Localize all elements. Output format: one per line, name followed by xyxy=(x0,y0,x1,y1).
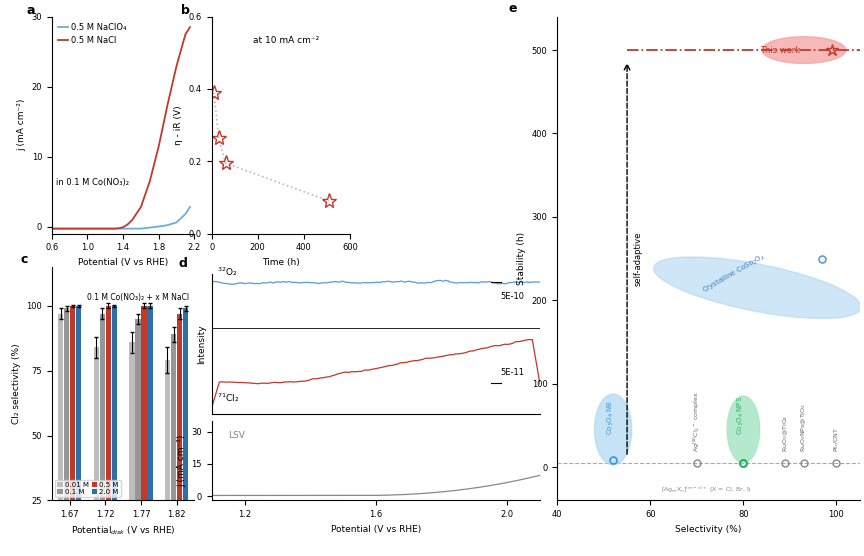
Bar xyxy=(64,309,69,556)
Y-axis label: Stability (h): Stability (h) xyxy=(518,232,526,285)
Text: b: b xyxy=(181,4,190,17)
Bar xyxy=(171,334,176,556)
Text: a: a xyxy=(26,4,35,17)
Ellipse shape xyxy=(762,37,846,63)
Y-axis label: j (mA cm⁻²): j (mA cm⁻²) xyxy=(177,435,186,487)
Bar xyxy=(130,342,135,556)
Text: c: c xyxy=(21,253,28,266)
Bar xyxy=(70,306,75,556)
Bar xyxy=(76,306,81,556)
Text: This work: This work xyxy=(760,46,801,54)
Text: $^{71}$Cl₂: $^{71}$Cl₂ xyxy=(217,391,238,404)
Bar xyxy=(99,314,105,556)
X-axis label: Potential (V vs RHE): Potential (V vs RHE) xyxy=(331,525,421,534)
Text: Pt$_r$/CNT: Pt$_r$/CNT xyxy=(832,427,841,452)
X-axis label: Potential$_{disk}$ (V vs RHE): Potential$_{disk}$ (V vs RHE) xyxy=(71,525,175,537)
Text: d: d xyxy=(179,257,187,270)
Bar xyxy=(58,314,63,556)
Y-axis label: j (mA cm⁻²): j (mA cm⁻²) xyxy=(17,99,26,151)
Bar xyxy=(136,319,141,556)
Text: 0.1 M Co(NO₃)₂ + x M NaCl: 0.1 M Co(NO₃)₂ + x M NaCl xyxy=(87,292,189,301)
Y-axis label: Cl₂ selectivity (%): Cl₂ selectivity (%) xyxy=(12,343,21,424)
Text: in 0.1 M Co(NO₃)₂: in 0.1 M Co(NO₃)₂ xyxy=(56,177,130,187)
X-axis label: Selectivity (%): Selectivity (%) xyxy=(676,525,741,534)
Bar xyxy=(148,306,153,556)
Bar xyxy=(142,306,147,556)
Text: Crystalline CoSb$_2$O$_x$: Crystalline CoSb$_2$O$_x$ xyxy=(701,251,767,296)
Y-axis label: η - iR (V): η - iR (V) xyxy=(175,105,183,145)
Bar xyxy=(183,309,188,556)
Bar xyxy=(105,306,111,556)
Ellipse shape xyxy=(654,257,861,319)
Ellipse shape xyxy=(594,394,632,465)
Text: [Ag$_m$X$_n$]$^{(m-n)+}$ (X = Cl, Br, I): [Ag$_m$X$_n$]$^{(m-n)+}$ (X = Cl, Br, I) xyxy=(661,485,752,495)
Y-axis label: Intensity: Intensity xyxy=(197,324,206,364)
Text: RuO$_2$@TiO$_2$: RuO$_2$@TiO$_2$ xyxy=(781,415,790,452)
Bar xyxy=(111,306,117,556)
Text: RuO$_2$NPs@TiO$_2$: RuO$_2$NPs@TiO$_2$ xyxy=(799,403,808,452)
Text: self-adaptive: self-adaptive xyxy=(634,231,643,286)
Ellipse shape xyxy=(727,396,759,463)
Text: 5E-10: 5E-10 xyxy=(500,292,524,301)
Text: Co$_3$O$_4$ NPS: Co$_3$O$_4$ NPS xyxy=(736,396,746,435)
Bar xyxy=(93,348,98,556)
Legend: 0.5 M NaClO₄, 0.5 M NaCl: 0.5 M NaClO₄, 0.5 M NaCl xyxy=(56,21,128,46)
Text: 5E-11: 5E-11 xyxy=(500,368,524,377)
X-axis label: Potential (V vs RHE): Potential (V vs RHE) xyxy=(78,258,168,267)
Legend: 0.01 M, 0.1 M, 0.5 M, 2.0 M: 0.01 M, 0.1 M, 0.5 M, 2.0 M xyxy=(55,480,121,497)
X-axis label: Time (h): Time (h) xyxy=(262,258,300,267)
Text: LSV: LSV xyxy=(228,431,245,440)
Text: at 10 mA cm⁻²: at 10 mA cm⁻² xyxy=(253,36,320,44)
Text: e: e xyxy=(509,2,518,15)
Text: Co$_3$O$_4$ NB: Co$_3$O$_4$ NB xyxy=(606,400,616,435)
Text: $^{32}$O₂: $^{32}$O₂ xyxy=(217,266,237,278)
Bar xyxy=(177,314,182,556)
Bar xyxy=(165,360,170,556)
Text: Ag$^{[III]}$Cl$_2$$^-$ complex: Ag$^{[III]}$Cl$_2$$^-$ complex xyxy=(692,391,702,452)
